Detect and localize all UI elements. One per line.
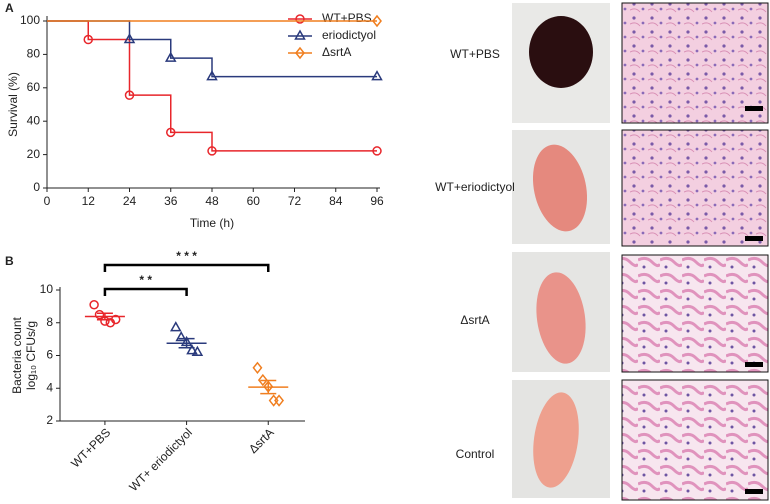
x-tick-label: 96 <box>370 194 384 208</box>
x-tick-label: ΔsrtA <box>246 425 277 456</box>
organ <box>529 16 593 88</box>
legend-label: WT+PBS <box>322 11 372 25</box>
legend-label: eriodictyol <box>322 28 376 42</box>
y-tick-label: 8 <box>46 315 53 329</box>
row-label: ΔsrtA <box>460 313 489 327</box>
row-label: WT+eriodictyol <box>435 180 515 194</box>
y-tick-label: 2 <box>46 413 53 427</box>
marker <box>206 70 218 81</box>
legend-label: ΔsrtA <box>322 45 351 59</box>
marker <box>89 299 99 310</box>
organ <box>536 272 586 364</box>
organ <box>532 144 588 232</box>
legend-marker <box>295 14 305 24</box>
y-tick-label: 0 <box>33 180 40 194</box>
organ <box>533 392 579 488</box>
marker <box>124 90 135 100</box>
scale-bar <box>745 106 763 111</box>
marker <box>175 330 187 342</box>
panel-letter: B <box>5 254 14 268</box>
x-tick-label: 36 <box>164 194 178 208</box>
x-tick-label: 24 <box>123 194 137 208</box>
marker <box>268 394 279 407</box>
y-tick-label: 10 <box>40 282 54 296</box>
y-tick-label: 4 <box>46 380 53 394</box>
row-label: WT+PBS <box>450 47 500 61</box>
significance-label: * * * <box>176 249 197 263</box>
y-tick-label: 60 <box>27 80 41 94</box>
y-tick-label: 20 <box>27 147 41 161</box>
survival-line <box>47 20 377 78</box>
marker <box>94 309 105 320</box>
y-tick-label: 80 <box>27 47 41 61</box>
y-axis-label: log₁₀ CFUs/g <box>24 321 38 390</box>
legend-marker <box>294 29 306 40</box>
y-tick-label: 100 <box>20 13 40 27</box>
marker <box>164 51 177 62</box>
scale-bar <box>745 362 763 367</box>
row-label: Control <box>456 447 495 461</box>
x-tick-label: 72 <box>288 194 302 208</box>
x-tick-label: 0 <box>44 194 51 208</box>
error-bar <box>260 379 277 395</box>
scale-bar <box>745 489 763 494</box>
y-axis-label: Bacteria count <box>10 316 24 393</box>
marker <box>83 34 93 45</box>
histology <box>621 254 769 373</box>
marker <box>372 14 382 28</box>
x-axis-label: Time (h) <box>190 216 234 230</box>
marker <box>191 345 204 356</box>
y-tick-label: 40 <box>27 113 41 127</box>
marker <box>166 127 176 138</box>
significance-bracket <box>103 287 188 296</box>
x-tick-label: 60 <box>247 194 261 208</box>
y-axis-label: Survival (%) <box>6 72 20 137</box>
marker <box>371 70 383 81</box>
panel-letter: A <box>5 1 14 15</box>
significance-label: * * <box>139 273 152 287</box>
x-tick-label: 84 <box>329 194 343 208</box>
marker <box>123 33 136 44</box>
marker <box>257 373 268 387</box>
marker <box>274 394 285 407</box>
y-tick-label: 6 <box>46 348 53 362</box>
error-bar <box>178 337 195 349</box>
histology <box>621 129 769 247</box>
marker <box>372 146 382 156</box>
x-tick-label: WT+PBS <box>68 425 113 470</box>
marker <box>170 321 182 332</box>
histology <box>621 2 769 124</box>
marker <box>207 146 217 156</box>
x-tick-label: WT+ eriodictyol <box>126 425 195 494</box>
scale-bar <box>745 236 763 241</box>
organ-images <box>512 2 769 501</box>
significance-bracket <box>103 263 270 272</box>
x-tick-label: 48 <box>205 194 219 208</box>
marker <box>252 361 263 374</box>
x-tick-label: 12 <box>82 194 96 208</box>
legend-marker <box>295 46 305 60</box>
histology <box>621 379 769 501</box>
error-bar <box>96 312 113 321</box>
survival-line <box>47 20 377 152</box>
marker <box>186 344 198 355</box>
